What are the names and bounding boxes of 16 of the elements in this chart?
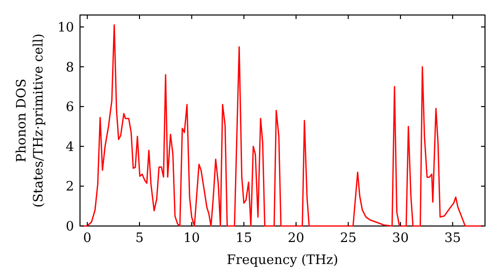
y-tick-label: 8 <box>66 60 74 76</box>
y-tick-label: 2 <box>66 180 74 195</box>
x-tick-label: 10 <box>183 231 200 246</box>
y-tick-label: 6 <box>66 100 74 116</box>
x-tick-label: 20 <box>288 231 304 246</box>
x-tick-label: 0 <box>83 231 92 246</box>
x-tick-label: 35 <box>444 231 461 246</box>
x-axis-title: Frequency (THz) <box>226 253 338 268</box>
y-tick-label: 0 <box>66 220 74 235</box>
y-tick-label: 10 <box>57 20 74 36</box>
x-tick-label: 5 <box>135 231 144 246</box>
y-axis-title: Phonon DOS (States/THz·primitive cell) <box>14 33 46 208</box>
y-tick-label: 4 <box>66 140 74 155</box>
x-tick-label: 30 <box>392 231 409 246</box>
x-tick-label: 15 <box>236 231 252 246</box>
x-tick-label: 25 <box>340 231 357 246</box>
